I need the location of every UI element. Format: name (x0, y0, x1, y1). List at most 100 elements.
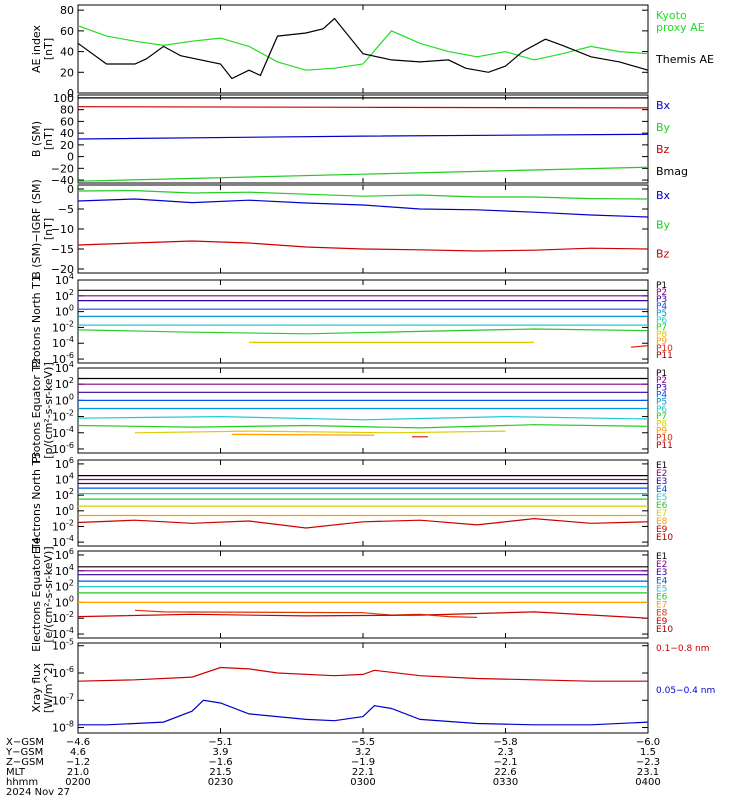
legend-entry-E5: E5 (656, 493, 667, 503)
panel-7 (77, 550, 649, 639)
legend-entry-Bx: Bx (656, 99, 671, 112)
legend-entry-Kyoto proxy AE: Kyoto (656, 9, 687, 22)
series-line-Themis AE (77, 17, 649, 80)
legend-entry-E1: E1 (656, 461, 667, 471)
y-tick-label: 100 (55, 503, 74, 518)
legend-entry-P9: P9 (656, 426, 667, 436)
y-tick-label: 10-2 (52, 610, 74, 625)
y-tick-label: 102 (55, 579, 74, 594)
legend-entry-P4: P4 (656, 391, 667, 401)
legend-entry-E5: E5 (656, 584, 667, 594)
panel-1 (77, 4, 649, 94)
legend-entry-E3: E3 (656, 568, 667, 578)
legend-entry-E7: E7 (656, 601, 667, 611)
x-axis-row-value: −5.5 (351, 737, 375, 748)
series-line-By (77, 189, 649, 200)
series-line-0.1−0.8 nm (77, 666, 648, 682)
x-axis-row-value: −1.6 (208, 757, 232, 768)
panel-frame (77, 459, 649, 547)
x-axis-row-value: −4.6 (66, 737, 90, 748)
y-tick-label: 10-4 (52, 626, 74, 641)
x-axis-row-value: 0300 (350, 777, 375, 788)
y-axis-label: Protons North T1 (30, 275, 43, 368)
series-line-Bx (77, 198, 649, 218)
legend-entry-P3: P3 (656, 383, 667, 393)
y-axis-unit: [nT] (42, 38, 55, 60)
legend-entry-P5: P5 (656, 398, 667, 408)
panel-8 (77, 642, 649, 734)
x-axis-row-label: hhmm (6, 777, 38, 788)
panel-3 (77, 184, 649, 274)
legend-entry-P2: P2 (656, 288, 667, 298)
y-axis-unit: [p/(cm²-s-sr-keV)] (42, 362, 55, 459)
x-axis-row-value: 22.6 (494, 767, 516, 778)
series-line-By (77, 166, 649, 182)
y-tick-label: 60 (60, 115, 74, 128)
y-tick-label: 100 (55, 392, 74, 407)
legend-entry-Bz: Bz (656, 248, 670, 261)
y-tick-label: 10-7 (52, 692, 74, 707)
legend-entry-0.1−0.8 nm: 0.1−0.8 nm (656, 644, 710, 654)
legend-entry-E4: E4 (656, 485, 668, 495)
x-axis-row-value: −5.8 (493, 737, 517, 748)
legend-entry-0.05−0.4 nm: 0.05−0.4 nm (656, 686, 715, 696)
y-tick-label: 10-4 (52, 425, 74, 440)
x-axis-row-value: −6.0 (636, 737, 660, 748)
legend-entry-E9: E9 (656, 525, 668, 535)
series-line-E9 (77, 611, 649, 619)
legend-entry-Kyoto proxy AE: proxy AE (656, 21, 705, 34)
panel-frame (77, 4, 649, 94)
y-tick-label: 10-5 (52, 638, 74, 653)
y-tick-label: 80 (60, 4, 74, 17)
y-tick-label: 80 (60, 104, 74, 117)
legend-entry-P5: P5 (656, 309, 667, 319)
x-axis-row-value: 2.3 (498, 747, 514, 758)
panel-5 (77, 367, 649, 454)
legend-entry-P10: P10 (656, 434, 673, 444)
y-tick-label: −20 (51, 162, 74, 175)
x-axis-row-value: 0330 (493, 777, 518, 788)
legend-entry-E4: E4 (656, 576, 668, 586)
series-line-E9 (77, 517, 649, 529)
legend-entry-P7: P7 (656, 412, 667, 422)
series-line-Kyoto proxy AE (77, 25, 649, 71)
x-axis-row-value: −5.1 (208, 737, 232, 748)
y-tick-label: 10-6 (52, 665, 74, 680)
legend-entry-By: By (656, 218, 671, 231)
legend-entry-E9: E9 (656, 617, 668, 627)
x-axis-row-value: 23.1 (637, 767, 659, 778)
y-tick-label: 10-6 (52, 441, 74, 456)
y-tick-label: 10-4 (52, 335, 74, 350)
y-tick-label: 0 (67, 87, 74, 100)
y-tick-label: 0 (67, 183, 74, 196)
legend-entry-Themis AE: Themis AE (655, 53, 714, 66)
legend-entry-E10: E10 (656, 533, 673, 543)
panel-2 (77, 94, 649, 184)
x-axis-row-value: 0200 (65, 777, 90, 788)
y-axis-unit: [nT] (42, 218, 55, 240)
y-axis-label: B (SM)−IGRF (SM) (30, 179, 43, 279)
panel-frame (77, 550, 649, 639)
legend-entry-E6: E6 (656, 501, 668, 511)
series-line-Bz (77, 106, 649, 109)
legend-entry-Bz: Bz (656, 143, 670, 156)
y-tick-label: 104 (55, 563, 74, 578)
legend-entry-P8: P8 (656, 330, 667, 340)
y-tick-label: 60 (60, 25, 74, 38)
x-axis-row-value: 3.9 (213, 747, 229, 758)
panel-frame (77, 367, 649, 454)
y-tick-label: −5 (58, 203, 74, 216)
legend-entry-E1: E1 (656, 552, 667, 562)
legend-entry-P8: P8 (656, 419, 667, 429)
x-axis-row-label: Z−GSM (6, 757, 44, 768)
x-axis-row-value: −2.1 (493, 757, 517, 768)
y-tick-label: 10-2 (52, 319, 74, 334)
y-tick-label: 100 (53, 92, 74, 105)
x-axis-row-value: 0230 (208, 777, 233, 788)
y-tick-label: 102 (55, 288, 74, 303)
series-line-0.05−0.4 nm (78, 699, 649, 726)
y-axis-label: AE index (30, 24, 43, 73)
legend-entry-P6: P6 (656, 316, 667, 326)
